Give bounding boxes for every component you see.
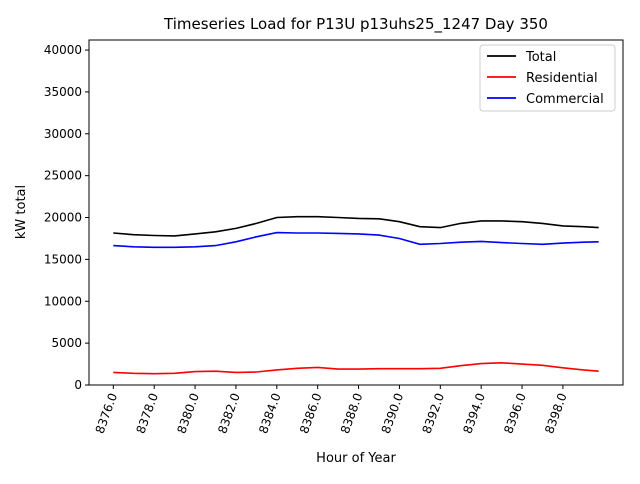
plot-frame xyxy=(88,39,624,386)
y-tick-label: 20000 xyxy=(44,211,82,225)
x-tick-label: 8394.0 xyxy=(460,391,488,435)
series-line-commercial xyxy=(113,231,599,249)
y-tick-label: 5000 xyxy=(51,336,82,350)
x-tick-label: 8396.0 xyxy=(501,391,529,435)
series-line-residential xyxy=(113,361,599,375)
x-tick-label: 8376.0 xyxy=(93,391,121,435)
x-tick-label: 8382.0 xyxy=(215,391,243,435)
y-tick-label: 40000 xyxy=(44,43,82,57)
y-axis: 0 5000 10000 15000 20000 25000 30000 35000 40000 xyxy=(44,43,89,392)
x-tick-label: 8392.0 xyxy=(420,391,448,435)
legend-label: Residential xyxy=(526,71,598,86)
chart-title: Timeseries Load for P13U p13uhs25_1247 D… xyxy=(163,15,548,34)
x-tick-label: 8380.0 xyxy=(174,391,202,435)
x-tick-label: 8390.0 xyxy=(379,391,407,435)
series-line-total xyxy=(113,215,599,237)
y-tick-label: 25000 xyxy=(44,169,82,183)
x-axis: 8376.0 8378.0 8380.0 8382.0 8384.0 8386.0 8388… xyxy=(93,385,570,435)
y-tick-label: 15000 xyxy=(44,252,82,266)
y-tick-label: 30000 xyxy=(44,127,82,141)
y-axis-label: kW total xyxy=(14,185,29,239)
y-tick-label: 35000 xyxy=(44,85,82,99)
y-tick-label: 10000 xyxy=(44,294,82,308)
x-tick-label: 8386.0 xyxy=(297,391,325,435)
x-tick-label: 8378.0 xyxy=(133,391,161,435)
x-tick-label: 8384.0 xyxy=(256,391,284,435)
y-tick-label: 0 xyxy=(74,378,82,392)
legend-label: Total xyxy=(525,50,556,65)
legend: Total Residential Commercial xyxy=(479,44,616,112)
legend-label: Commercial xyxy=(526,92,604,107)
x-tick-label: 8388.0 xyxy=(338,391,366,435)
legend-box xyxy=(479,44,616,112)
series-group xyxy=(113,215,599,375)
x-tick-label: 8398.0 xyxy=(542,391,570,435)
x-axis-label: Hour of Year xyxy=(316,451,396,466)
